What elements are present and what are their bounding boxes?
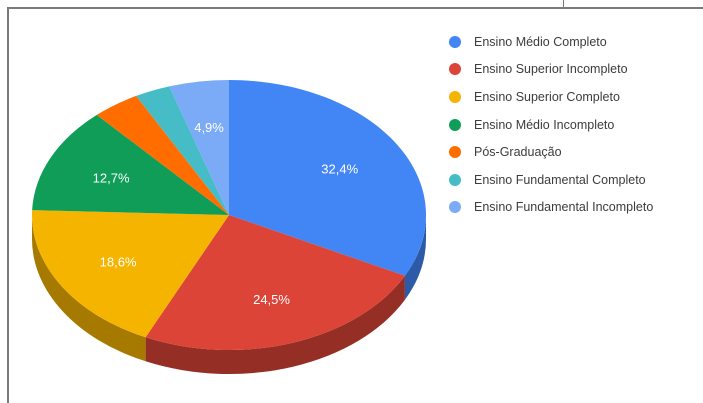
legend-label: Ensino Fundamental Incompleto xyxy=(474,200,654,215)
pie-slice-ensino-superior-completo[interactable] xyxy=(32,210,230,338)
pie-label-ensino-superior-incompleto: 24,5% xyxy=(253,292,290,307)
legend-item-ensino-medio-incompleto[interactable]: Ensino Médio Incompleto xyxy=(449,111,699,139)
legend-item-ensino-superior-completo[interactable]: Ensino Superior Completo xyxy=(449,83,699,111)
legend-swatch xyxy=(449,201,461,214)
pie-side-ensino-superior-completo xyxy=(32,215,146,362)
legend-item-ensino-fundamental-incompleto[interactable]: Ensino Fundamental Incompleto xyxy=(449,194,699,222)
chart-legend: Ensino Médio Completo Ensino Superior Inc… xyxy=(449,28,699,221)
legend-label: Ensino Médio Incompleto xyxy=(474,117,615,132)
frame-top-tick xyxy=(563,0,564,7)
legend-swatch xyxy=(449,35,461,48)
pie-label-ensino-medio-incompleto: 12,7% xyxy=(93,170,130,185)
pie-slice-ensino-fundamental-incompleto[interactable] xyxy=(169,80,229,215)
pie-side-ensino-medio-completo xyxy=(404,215,426,300)
frame-left-border xyxy=(7,7,9,403)
legend-item-ensino-superior-incompleto[interactable]: Ensino Superior Incompleto xyxy=(449,56,699,84)
legend-label: Ensino Superior Incompleto xyxy=(474,62,628,77)
legend-item-ensino-fundamental-completo[interactable]: Ensino Fundamental Completo xyxy=(449,166,699,194)
legend-item-ensino-medio-completo[interactable]: Ensino Médio Completo xyxy=(449,28,699,56)
legend-label: Ensino Médio Completo xyxy=(474,34,607,49)
legend-swatch xyxy=(449,173,461,186)
pie-slice-ensino-medio-completo[interactable] xyxy=(229,80,426,276)
frame-top-border xyxy=(7,7,703,9)
legend-swatch xyxy=(449,63,461,76)
legend-label: Pós-Graduação xyxy=(474,145,562,160)
pie-slice-ensino-fundamental-completo[interactable] xyxy=(136,86,229,215)
legend-label: Ensino Superior Completo xyxy=(474,89,620,104)
legend-swatch xyxy=(449,90,461,103)
legend-item-pos-graduacao[interactable]: Pós-Graduação xyxy=(449,138,699,166)
pie-label-ensino-superior-completo: 18,6% xyxy=(100,254,137,269)
legend-swatch xyxy=(449,146,461,159)
pie-label-ensino-fundamental-incompleto: 4,9% xyxy=(194,120,224,135)
pie-slice-pos-graduacao[interactable] xyxy=(96,95,229,215)
legend-label: Ensino Fundamental Completo xyxy=(474,172,646,187)
pie-label-ensino-medio-completo: 32,4% xyxy=(321,161,358,176)
pie-slice-ensino-superior-incompleto[interactable] xyxy=(145,215,405,350)
legend-swatch xyxy=(449,118,461,131)
pie-slice-ensino-medio-incompleto[interactable] xyxy=(32,114,229,215)
pie-side-ensino-superior-incompleto xyxy=(145,275,405,374)
